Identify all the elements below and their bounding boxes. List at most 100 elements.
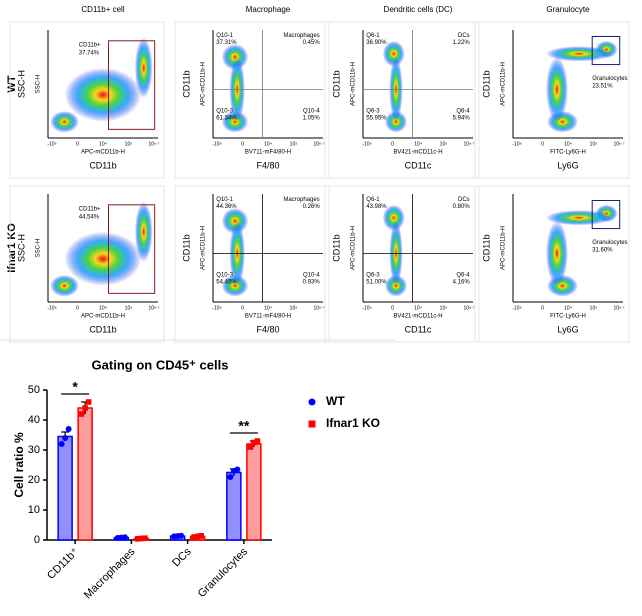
gate-name: Q6-4 (456, 109, 470, 115)
legend-marker (308, 398, 316, 406)
gate-pct: 0.80% (453, 204, 471, 210)
x-tick-label: Macrophages (82, 545, 138, 601)
gate-name: DCs (458, 197, 470, 203)
gate-pct: 31.60% (592, 248, 613, 254)
x-tick-label: 10⁵ (125, 305, 133, 311)
density-cloud (382, 40, 405, 67)
panel-frame (324, 185, 480, 343)
x-tick-label: -10⁶ (47, 141, 56, 147)
data-point (194, 533, 201, 540)
gate-pct: 0.93% (303, 280, 321, 286)
x-tick-label: DCs (170, 545, 194, 569)
gate-pct: 54.45% (216, 280, 237, 286)
x-tick-label: 10⁴ (99, 305, 107, 311)
y-tick-label: 40 (28, 414, 40, 426)
density-cloud (221, 275, 249, 297)
legend-marker (308, 420, 316, 428)
x-tick-label: 10⁵ (290, 141, 298, 147)
panel-frame (474, 185, 630, 343)
legend-label: WT (326, 394, 345, 408)
gate-pct: 1.22% (453, 40, 471, 46)
x-channel: APC-mCD11b-H (81, 314, 125, 320)
x-channel: BV421-mCD11c-H (393, 150, 442, 156)
gate-pct: 43.98% (366, 204, 387, 210)
gate (591, 199, 621, 230)
y-label: SSC-H (16, 234, 26, 262)
gate-name: Q10-3 (216, 109, 233, 115)
row-label: Ifnar1 KO (6, 223, 18, 273)
x-tick-label: -10⁶ (512, 141, 521, 147)
x-tick-label: 0 (241, 141, 244, 147)
gate-pct: 44.54% (79, 214, 100, 220)
gate (108, 204, 156, 294)
y-label: CD11b (181, 234, 191, 261)
x-tick-label: 10⁴ (414, 305, 422, 311)
x-tick-label: 0 (541, 141, 544, 147)
data-point (138, 535, 145, 542)
gate-name: Q10-1 (216, 33, 233, 39)
gate-name: Q10-4 (303, 273, 320, 279)
y-label: SSC-H (16, 70, 26, 98)
x-tick-label: 10⁶·⁷ (148, 141, 159, 147)
gate-pct: 61.34% (216, 116, 237, 122)
y-channel: APC-mCD11b-H (501, 226, 507, 270)
data-point (58, 441, 65, 447)
gate-pct: 37.74% (79, 50, 100, 56)
x-tick-label: 10⁴ (99, 141, 107, 147)
bar (246, 443, 262, 541)
gate-name: Q10-4 (303, 109, 320, 115)
gate-name: Q6-1 (366, 33, 380, 39)
bar (226, 471, 242, 541)
gate-name: Q10-3 (216, 273, 233, 279)
x-tick-label: -10⁶ (212, 141, 221, 147)
gate-name: Q10-1 (216, 197, 233, 203)
gate-pct: 44.36% (216, 204, 237, 210)
bar (57, 435, 73, 541)
density-cloud (382, 204, 405, 231)
x-label: CD11c (405, 324, 432, 334)
y-tick-label: 0 (34, 534, 40, 546)
y-channel: SSC-H (36, 75, 42, 94)
x-tick-label: 0 (391, 305, 394, 311)
x-tick-label: 10⁶·⁷ (463, 141, 474, 147)
x-label: F4/80 (256, 160, 279, 170)
data-point (85, 399, 92, 405)
data-point (198, 533, 204, 539)
column-title: Macrophage (246, 5, 291, 14)
data-point (254, 438, 261, 444)
x-tick-label: -10⁶ (47, 305, 56, 311)
panel-frame (9, 21, 165, 179)
x-channel: BV421-mCD11c-H (393, 314, 442, 320)
density-cloud (50, 275, 79, 297)
x-label: CD11b (89, 324, 116, 334)
gate-pct: 5.94% (453, 116, 471, 122)
x-tick-label: 10⁶·⁷ (463, 305, 474, 311)
density-cloud (546, 57, 568, 122)
gate-name: CD11b+ (79, 207, 101, 213)
x-tick-label: 0 (541, 305, 544, 311)
gate-name: Granulocytes (592, 240, 627, 246)
panel-frame (324, 21, 480, 179)
panel-frame (9, 185, 165, 343)
data-point (234, 466, 241, 473)
data-point (65, 426, 72, 432)
panel-frame (474, 21, 630, 179)
data-point (178, 532, 185, 539)
data-point (121, 534, 128, 541)
x-label: CD11c (405, 160, 432, 170)
x-tick-label: -10⁶ (362, 305, 371, 311)
density-cloud (134, 37, 153, 99)
x-tick-label: 10⁶·⁷ (313, 141, 324, 147)
y-label: CD11b (181, 70, 191, 97)
x-channel: BV711-mF4/80-H (245, 314, 291, 320)
gate (591, 35, 621, 66)
x-tick-label: -10⁶ (212, 305, 221, 311)
data-point (227, 474, 234, 480)
x-channel: APC-mCD11b-H (81, 150, 125, 156)
y-tick-label: 10 (28, 504, 40, 516)
gate-name: Q6-1 (366, 197, 380, 203)
density-cloud (50, 111, 79, 133)
y-label: CD11b (331, 234, 341, 261)
x-tick-label: 10⁵ (125, 141, 133, 147)
